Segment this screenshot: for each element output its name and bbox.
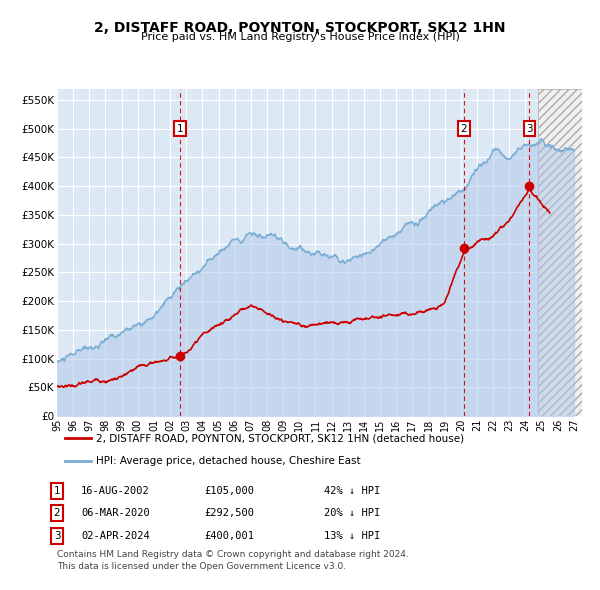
- Text: £292,500: £292,500: [204, 509, 254, 518]
- Text: 2: 2: [53, 509, 61, 518]
- Text: 13% ↓ HPI: 13% ↓ HPI: [324, 531, 380, 540]
- Text: 2: 2: [460, 124, 467, 134]
- Text: This data is licensed under the Open Government Licence v3.0.: This data is licensed under the Open Gov…: [57, 562, 346, 571]
- Text: Price paid vs. HM Land Registry's House Price Index (HPI): Price paid vs. HM Land Registry's House …: [140, 32, 460, 42]
- Text: 16-AUG-2002: 16-AUG-2002: [81, 486, 150, 496]
- Text: 42% ↓ HPI: 42% ↓ HPI: [324, 486, 380, 496]
- Text: 3: 3: [526, 124, 533, 134]
- Text: £400,001: £400,001: [204, 531, 254, 540]
- Text: 3: 3: [53, 531, 61, 540]
- Text: Contains HM Land Registry data © Crown copyright and database right 2024.: Contains HM Land Registry data © Crown c…: [57, 550, 409, 559]
- Text: 02-APR-2024: 02-APR-2024: [81, 531, 150, 540]
- Text: 20% ↓ HPI: 20% ↓ HPI: [324, 509, 380, 518]
- Text: £105,000: £105,000: [204, 486, 254, 496]
- Text: 1: 1: [177, 124, 184, 134]
- Bar: [538, 88, 582, 416]
- Text: 2, DISTAFF ROAD, POYNTON, STOCKPORT, SK12 1HN (detached house): 2, DISTAFF ROAD, POYNTON, STOCKPORT, SK1…: [97, 433, 464, 443]
- Bar: [538, 88, 582, 416]
- Text: 2, DISTAFF ROAD, POYNTON, STOCKPORT, SK12 1HN: 2, DISTAFF ROAD, POYNTON, STOCKPORT, SK1…: [94, 21, 506, 35]
- Text: 06-MAR-2020: 06-MAR-2020: [81, 509, 150, 518]
- Text: 1: 1: [53, 486, 61, 496]
- Text: HPI: Average price, detached house, Cheshire East: HPI: Average price, detached house, Ches…: [97, 457, 361, 467]
